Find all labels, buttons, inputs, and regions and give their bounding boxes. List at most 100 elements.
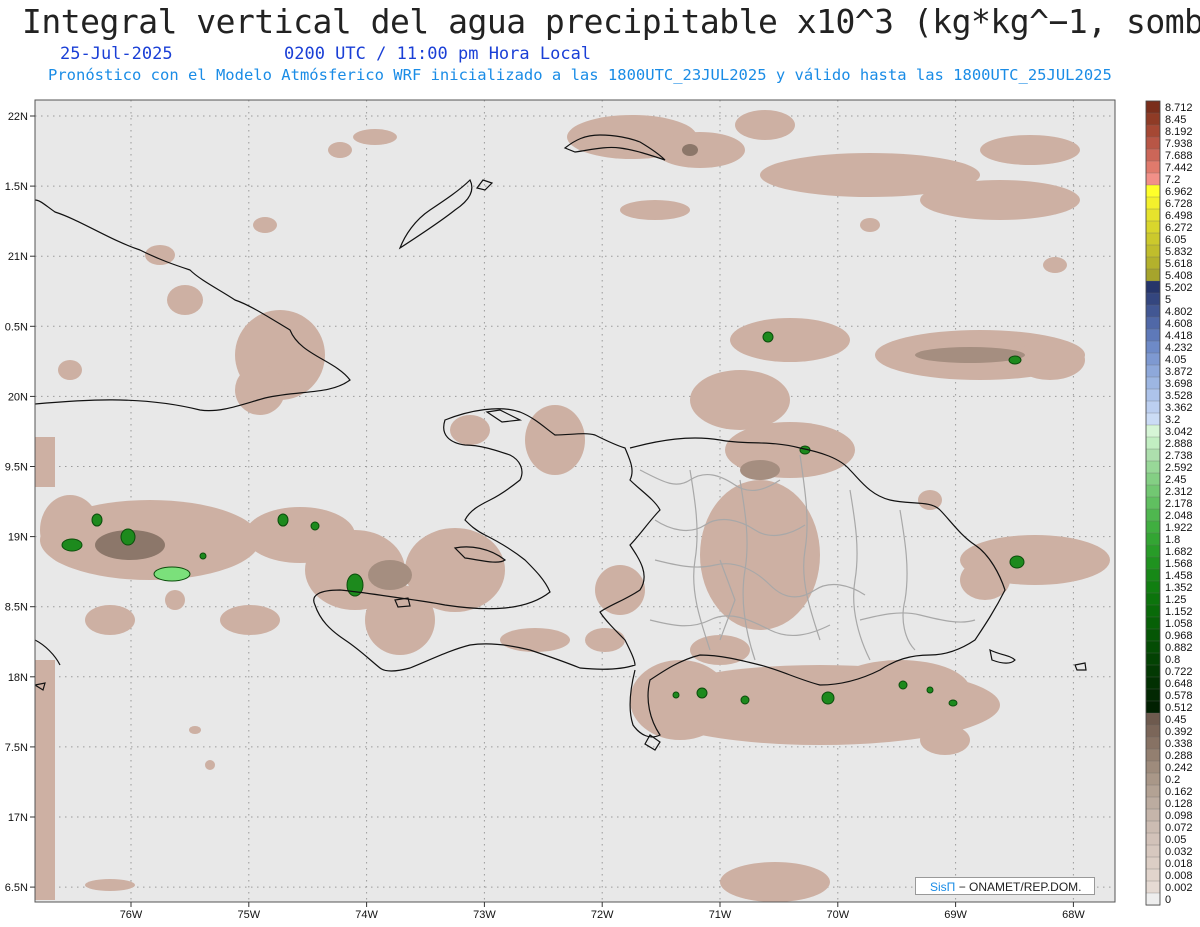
colorbar: 8.7128.458.1927.9387.6887.4427.26.9626.7… <box>1145 100 1193 906</box>
colorbar-swatch <box>1145 220 1161 234</box>
colorbar-label: 3.872 <box>1165 366 1193 378</box>
colorbar-label: 1.458 <box>1165 570 1193 582</box>
colorbar-label: 0.018 <box>1165 858 1193 870</box>
lat-label: 17N <box>8 812 28 824</box>
lon-label: 71W <box>709 909 732 921</box>
colorbar-label: 0.648 <box>1165 678 1193 690</box>
colorbar-swatch <box>1145 400 1161 414</box>
colorbar-label: 2.592 <box>1165 462 1193 474</box>
lon-label: 76W <box>120 909 143 921</box>
colorbar-swatch <box>1145 868 1161 882</box>
colorbar-label: 0.2 <box>1165 774 1180 786</box>
colorbar-swatch <box>1145 184 1161 198</box>
colorbar-label: 5.832 <box>1165 246 1193 258</box>
colorbar-swatch <box>1145 160 1161 174</box>
credit-box: SisΠ − ONAMET/REP.DOM. <box>915 877 1095 895</box>
colorbar-label: 2.888 <box>1165 438 1193 450</box>
colorbar-swatch <box>1145 832 1161 846</box>
colorbar-swatch <box>1145 100 1161 114</box>
colorbar-label: 1.058 <box>1165 618 1193 630</box>
colorbar-swatch <box>1145 352 1161 366</box>
colorbar-swatch <box>1145 556 1161 570</box>
precip-shading <box>35 110 1110 902</box>
credit-brand: SisΠ <box>930 880 956 894</box>
colorbar-label: 3.698 <box>1165 378 1193 390</box>
map-background <box>35 100 1115 902</box>
colorbar-label: 4.608 <box>1165 318 1193 330</box>
colorbar-swatch <box>1145 652 1161 666</box>
colorbar-label: 4.05 <box>1165 354 1186 366</box>
colorbar-label: 1.352 <box>1165 582 1193 594</box>
colorbar-swatch <box>1145 772 1161 786</box>
colorbar-swatch <box>1145 316 1161 330</box>
latitude-labels: 22N 1.5N 21N 0.5N 20N 9.5N 19N 8.5N 18N 7.5N 17N 6.… <box>5 111 35 894</box>
colorbar-label: 0.722 <box>1165 666 1193 678</box>
colorbar-frame <box>1145 100 1161 906</box>
colorbar-label: 1.25 <box>1165 594 1186 606</box>
colorbar-swatch <box>1145 196 1161 210</box>
colorbar-swatch <box>1145 112 1161 126</box>
forecast-subtitle: Pronóstico con el Modelo Atmósferico WRF… <box>48 66 1112 84</box>
colorbar-label: 0.162 <box>1165 786 1193 798</box>
colorbar-label: 5 <box>1165 294 1171 306</box>
colorbar-label: 8.45 <box>1165 114 1186 126</box>
lat-label: 1.5N <box>5 181 28 193</box>
lon-label: 68W <box>1062 909 1085 921</box>
lon-label: 74W <box>355 909 378 921</box>
colorbar-label: 0.05 <box>1165 834 1186 846</box>
colorbar-label: 5.408 <box>1165 270 1193 282</box>
colorbar-swatch <box>1145 856 1161 870</box>
colorbar-label: 0.45 <box>1165 714 1186 726</box>
colorbar-label: 1.682 <box>1165 546 1193 558</box>
colorbar-label: 0.072 <box>1165 822 1193 834</box>
colorbar-swatch <box>1145 544 1161 558</box>
colorbar-swatch <box>1145 880 1161 894</box>
forecast-date: 25-Jul-2025 <box>60 44 173 64</box>
colorbar-swatch <box>1145 664 1161 678</box>
colorbar-label: 7.2 <box>1165 174 1180 186</box>
precip-maxima <box>61 144 1025 707</box>
lat-label: 21N <box>8 251 28 263</box>
colorbar-swatch <box>1145 808 1161 822</box>
colorbar-label: 3.2 <box>1165 414 1180 426</box>
colorbar-label: 2.178 <box>1165 498 1193 510</box>
lat-label: 0.5N <box>5 321 28 333</box>
colorbar-label: 1.8 <box>1165 534 1180 546</box>
colorbar-swatch <box>1145 472 1161 486</box>
colorbar-swatch <box>1145 688 1161 702</box>
colorbar-label: 7.938 <box>1165 138 1193 150</box>
colorbar-swatch <box>1145 268 1161 282</box>
colorbar-swatch <box>1145 592 1161 606</box>
colorbar-swatch <box>1145 328 1161 342</box>
colorbar-swatch <box>1145 460 1161 474</box>
colorbar-swatch <box>1145 580 1161 594</box>
colorbar-label: 0.002 <box>1165 882 1193 894</box>
colorbar-swatch <box>1145 532 1161 546</box>
colorbar-swatch <box>1145 424 1161 438</box>
colorbar-label: 4.418 <box>1165 330 1193 342</box>
colorbar-swatch <box>1145 892 1161 906</box>
colorbar-swatch <box>1145 616 1161 630</box>
colorbar-label: 8.712 <box>1165 102 1193 114</box>
chart-title: Integral vertical del agua precipitable … <box>22 2 1200 41</box>
colorbar-label: 0.128 <box>1165 798 1193 810</box>
credit-text: − ONAMET/REP.DOM. <box>958 880 1082 894</box>
colorbar-label: 1.152 <box>1165 606 1193 618</box>
colorbar-swatch <box>1145 340 1161 354</box>
colorbar-label: 3.042 <box>1165 426 1193 438</box>
colorbar-label: 6.962 <box>1165 186 1193 198</box>
colorbar-swatch <box>1145 520 1161 534</box>
colorbar-swatch <box>1145 640 1161 654</box>
lon-label: 72W <box>591 909 614 921</box>
colorbar-label: 6.272 <box>1165 222 1193 234</box>
colorbar-swatch <box>1145 736 1161 750</box>
colorbar-label: 5.618 <box>1165 258 1193 270</box>
colorbar-label: 0.032 <box>1165 846 1193 858</box>
colorbar-swatch <box>1145 244 1161 258</box>
colorbar-swatch <box>1145 844 1161 858</box>
colorbar-swatch <box>1145 676 1161 690</box>
colorbar-label: 0.882 <box>1165 642 1193 654</box>
coastlines <box>35 134 1087 751</box>
colorbar-label: 0.968 <box>1165 630 1193 642</box>
